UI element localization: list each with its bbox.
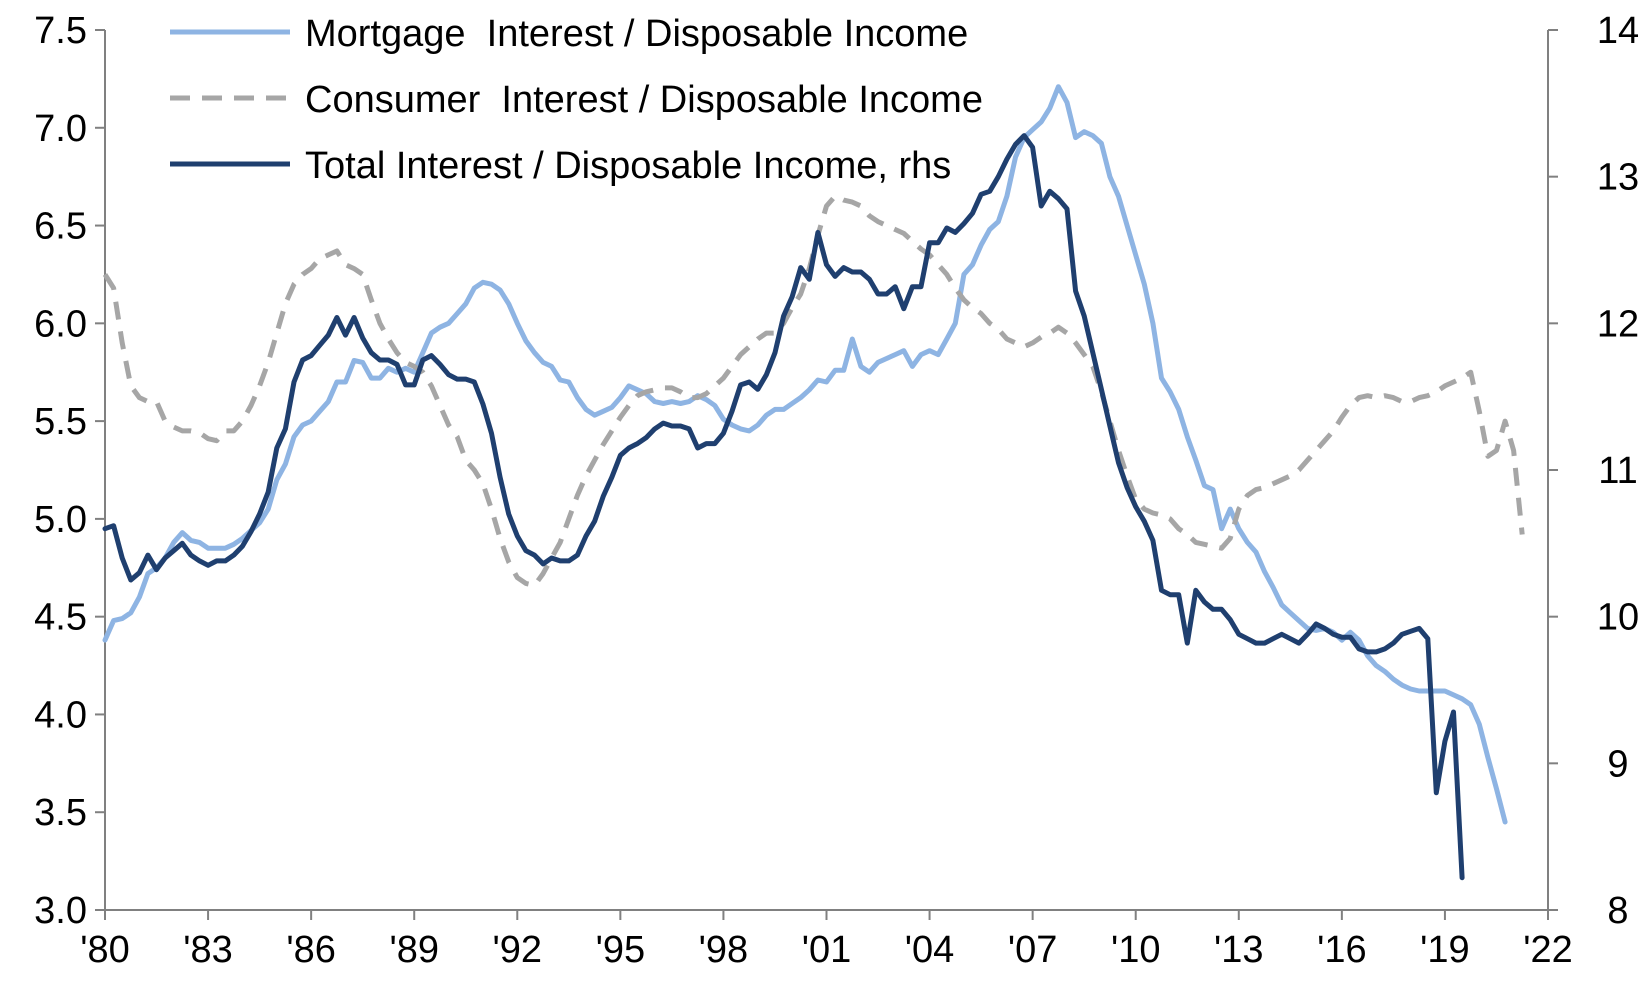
left-y-tick-label: 4.5 — [34, 597, 87, 639]
series-line-2 — [102, 133, 1465, 881]
legend-label: Mortgage Interest / Disposable Income — [305, 13, 968, 55]
left-y-tick-label: 6.0 — [34, 303, 87, 345]
x-tick-label: '92 — [493, 929, 543, 971]
left-y-tick-label: 3.5 — [34, 792, 87, 834]
right-y-tick-label: 12 — [1597, 303, 1639, 345]
left-y-tick-label: 5.0 — [34, 499, 87, 541]
series-lines — [102, 84, 1525, 881]
x-tick-label: '01 — [802, 929, 852, 971]
right-y-tick-label: 9 — [1607, 743, 1628, 785]
x-ticks: '80 '83 '86 '89 '92 '95 '98 '01 '04 '07 '10 '13 '16 '… — [80, 910, 1573, 971]
left-y-tick-label: 7.5 — [34, 10, 87, 52]
x-tick-label: '83 — [183, 929, 233, 971]
x-tick-label: '80 — [80, 929, 130, 971]
x-tick-label: '22 — [1523, 929, 1573, 971]
x-tick-label: '07 — [1008, 929, 1058, 971]
x-tick-label: '04 — [905, 929, 955, 971]
right-y-tick-label: 14 — [1597, 10, 1639, 52]
right-y-tick-label: 10 — [1597, 597, 1639, 639]
x-tick-label: '86 — [286, 929, 336, 971]
legend-label: Total Interest / Disposable Income, rhs — [305, 145, 951, 187]
right-y-tick-label: 8 — [1607, 890, 1628, 932]
x-tick-label: '95 — [596, 929, 646, 971]
x-tick-label: '16 — [1317, 929, 1367, 971]
x-tick-label: '19 — [1420, 929, 1470, 971]
right-y-tick-label: 11 — [1598, 450, 1637, 492]
x-tick-label: '10 — [1111, 929, 1161, 971]
left-y-tick-label: 5.5 — [34, 401, 87, 443]
left-y-tick-label: 7.0 — [34, 108, 87, 150]
series-line-1 — [102, 193, 1525, 588]
x-tick-label: '13 — [1214, 929, 1264, 971]
left-y-tick-label: 4.0 — [34, 694, 87, 736]
left-y-tick-label: 3.0 — [34, 890, 87, 932]
left-y-tick-label: 6.5 — [34, 206, 87, 248]
right-y-ticks: 8 9 10 11 12 13 14 — [1548, 10, 1639, 932]
x-tick-label: '89 — [389, 929, 439, 971]
series-line-0 — [102, 84, 1508, 825]
legend: Mortgage Interest / Disposable Income Con… — [170, 13, 983, 187]
left-y-ticks: 3.0 3.5 4.0 4.5 5.0 5.5 6.0 6.5 7.0 7.5 — [34, 10, 105, 932]
right-y-tick-label: 13 — [1597, 157, 1639, 199]
x-tick-label: '98 — [699, 929, 749, 971]
legend-label: Consumer Interest / Disposable Income — [305, 79, 983, 121]
